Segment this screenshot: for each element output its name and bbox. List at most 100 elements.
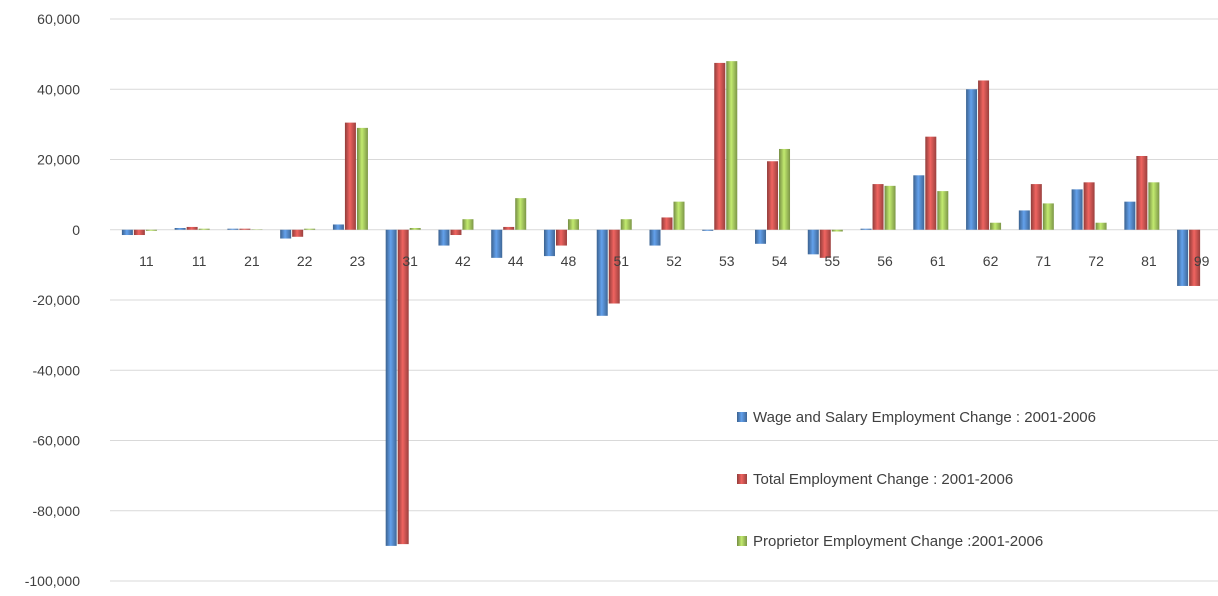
bar	[990, 223, 1001, 230]
bar	[438, 230, 449, 246]
bar	[913, 175, 924, 229]
bar	[134, 230, 145, 235]
bar	[227, 229, 238, 230]
legend-swatch	[737, 474, 747, 484]
y-tick-label: -20,000	[33, 292, 81, 308]
bar-series	[122, 61, 1200, 546]
bar	[861, 229, 872, 230]
bar	[767, 161, 778, 229]
legend: Wage and Salary Employment Change : 2001…	[737, 409, 1096, 550]
x-tick-label: 51	[613, 253, 629, 269]
bar	[199, 229, 210, 230]
legend-item: Total Employment Change : 2001-2006	[737, 471, 1013, 488]
bar	[978, 80, 989, 229]
bar	[239, 229, 250, 230]
bar	[1019, 210, 1030, 229]
bar	[1084, 182, 1095, 229]
legend-label: Wage and Salary Employment Change : 2001…	[753, 409, 1096, 426]
bar	[450, 230, 461, 235]
bar	[1031, 184, 1042, 230]
x-tick-label: 72	[1088, 253, 1104, 269]
x-tick-label: 22	[297, 253, 313, 269]
x-tick-label: 55	[824, 253, 840, 269]
bar	[175, 228, 186, 230]
bar	[779, 149, 790, 230]
x-tick-label: 53	[719, 253, 735, 269]
x-axis: 11 11 21 22 23 31 42 44 48 51 52 53 54 55 56 61 62 71 72 81…	[139, 253, 1210, 269]
bar	[345, 123, 356, 230]
bar	[1072, 189, 1083, 229]
bar	[808, 230, 819, 255]
bar	[122, 230, 133, 235]
bar	[1043, 203, 1054, 229]
bar	[1096, 223, 1107, 230]
bar	[556, 230, 567, 246]
bar	[674, 202, 685, 230]
x-tick-label: 11	[192, 253, 207, 269]
gridlines	[110, 19, 1218, 581]
bar	[410, 228, 421, 230]
bar	[386, 230, 397, 546]
x-tick-label: 61	[930, 253, 946, 269]
x-tick-label: 52	[666, 253, 682, 269]
x-tick-label: 44	[508, 253, 524, 269]
bar	[1148, 182, 1159, 229]
bar	[304, 229, 315, 230]
bar	[597, 230, 608, 316]
legend-item: Proprietor Employment Change :2001-2006	[737, 533, 1043, 550]
bar	[966, 89, 977, 230]
x-tick-label: 54	[772, 253, 788, 269]
bar	[1177, 230, 1188, 286]
bar	[146, 230, 157, 231]
x-tick-label: 23	[350, 253, 366, 269]
bar	[650, 230, 661, 246]
y-tick-label: -80,000	[33, 503, 81, 519]
bar	[491, 230, 502, 258]
bar	[544, 230, 555, 256]
x-tick-label: 99	[1194, 253, 1210, 269]
bar	[568, 219, 579, 230]
y-tick-label: 0	[72, 222, 80, 238]
x-tick-label: 42	[455, 253, 471, 269]
x-tick-label: 71	[1036, 253, 1052, 269]
y-axis: 60,00040,00020,0000-20,000-40,000-60,000…	[25, 11, 80, 589]
bar	[662, 217, 673, 229]
y-tick-label: 20,000	[37, 152, 80, 168]
x-tick-label: 81	[1141, 253, 1157, 269]
bar	[755, 230, 766, 244]
y-tick-label: -40,000	[33, 362, 81, 378]
bar	[873, 184, 884, 230]
legend-item: Wage and Salary Employment Change : 2001…	[737, 409, 1096, 426]
x-tick-label: 48	[561, 253, 577, 269]
bar	[1136, 156, 1147, 230]
bar	[292, 230, 303, 237]
bar	[462, 219, 473, 230]
bar	[726, 61, 737, 230]
bar	[885, 186, 896, 230]
legend-label: Proprietor Employment Change :2001-2006	[753, 533, 1043, 550]
y-tick-label: -100,000	[25, 573, 80, 589]
x-tick-label: 31	[402, 253, 418, 269]
y-tick-label: -60,000	[33, 433, 81, 449]
x-tick-label: 21	[244, 253, 260, 269]
bar	[1124, 202, 1135, 230]
legend-swatch	[737, 412, 747, 422]
bar	[702, 230, 713, 231]
bar	[937, 191, 948, 230]
legend-label: Total Employment Change : 2001-2006	[753, 471, 1013, 488]
bar	[357, 128, 368, 230]
bar	[398, 230, 409, 544]
bar	[333, 224, 344, 229]
bar	[832, 230, 843, 232]
x-tick-label: 11	[139, 253, 154, 269]
bar	[515, 198, 526, 230]
bar	[503, 227, 514, 230]
bar	[714, 63, 725, 230]
legend-swatch	[737, 536, 747, 546]
bar	[621, 219, 632, 230]
x-tick-label: 56	[877, 253, 893, 269]
x-tick-label: 62	[983, 253, 999, 269]
bar	[280, 230, 291, 239]
